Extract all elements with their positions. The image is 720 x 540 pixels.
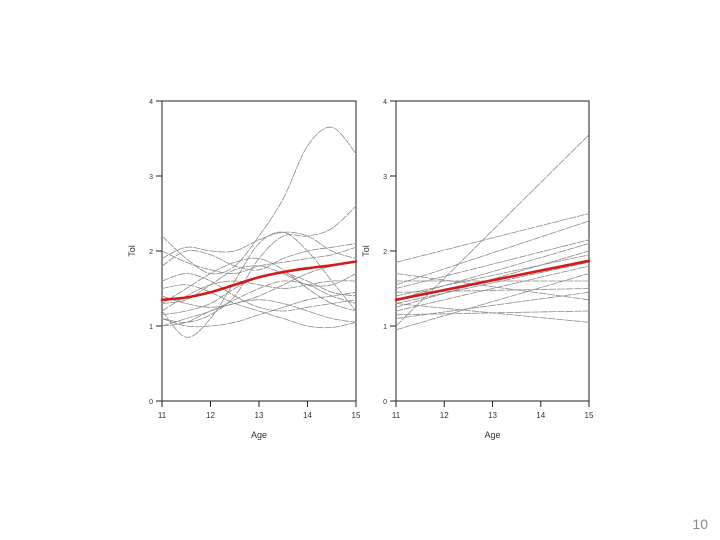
mean-trajectory-line — [160, 260, 358, 302]
individual-trajectory-line — [395, 239, 590, 289]
x-axis-label: Age — [251, 430, 267, 440]
individual-trajectory-line — [395, 273, 590, 301]
y-tick-label: 1 — [149, 324, 153, 331]
individual-trajectory-line — [161, 280, 357, 327]
x-tick-label: 12 — [440, 411, 449, 420]
y-tick-label: 3 — [149, 174, 153, 181]
x-tick-label: 11 — [392, 411, 401, 420]
y-tick-label: 0 — [149, 399, 153, 406]
mean-trajectory-line — [394, 259, 591, 302]
individual-trajectory-line — [395, 288, 590, 293]
individual-trajectory-line — [161, 243, 357, 271]
y-tick-label: 4 — [383, 99, 387, 106]
x-tick-label: 14 — [536, 411, 545, 420]
individual-trajectory-line — [161, 231, 357, 338]
individual-trajectory-line — [161, 257, 357, 312]
x-tick-label: 15 — [352, 411, 361, 420]
page-number: 10 — [692, 516, 708, 532]
x-tick-label: 13 — [255, 411, 264, 420]
individual-trajectory-line — [395, 254, 590, 297]
individual-trajectory-line — [395, 273, 590, 331]
y-tick-label: 1 — [383, 324, 387, 331]
x-axis-label: Age — [484, 430, 500, 440]
individual-trajectory-line — [395, 303, 590, 323]
x-tick-label: 11 — [158, 411, 167, 420]
individual-trajectory-line — [161, 280, 357, 312]
individual-trajectory-line — [395, 243, 590, 301]
y-tick-label: 2 — [149, 249, 153, 256]
individual-trajectory-line — [395, 220, 590, 286]
individual-trajectory-line — [161, 299, 357, 327]
individual-trajectory-line — [161, 231, 357, 259]
individual-trajectory-line — [395, 213, 590, 263]
x-tick-label: 15 — [585, 411, 594, 420]
individual-trajectory-line — [161, 291, 357, 328]
y-axis-label: Tol — [361, 245, 371, 257]
y-tick-label: 0 — [383, 399, 387, 406]
individual-trajectory-line — [161, 284, 357, 329]
y-tick-label: 3 — [383, 174, 387, 181]
plot-frame — [395, 100, 590, 402]
individual-trajectory-line — [395, 265, 590, 312]
plot-frame — [161, 100, 357, 402]
y-axis-label: Tol — [127, 245, 137, 257]
x-tick-label: 12 — [206, 411, 215, 420]
individual-trajectory-line — [161, 261, 357, 308]
y-tick-label: 4 — [149, 99, 153, 106]
x-tick-label: 14 — [303, 411, 312, 420]
individual-trajectory-line — [161, 126, 357, 275]
x-tick-label: 13 — [488, 411, 497, 420]
individual-trajectory-line — [395, 261, 590, 304]
individual-trajectory-line — [161, 273, 357, 312]
y-tick-label: 2 — [383, 249, 387, 256]
individual-trajectory-line — [395, 291, 590, 319]
